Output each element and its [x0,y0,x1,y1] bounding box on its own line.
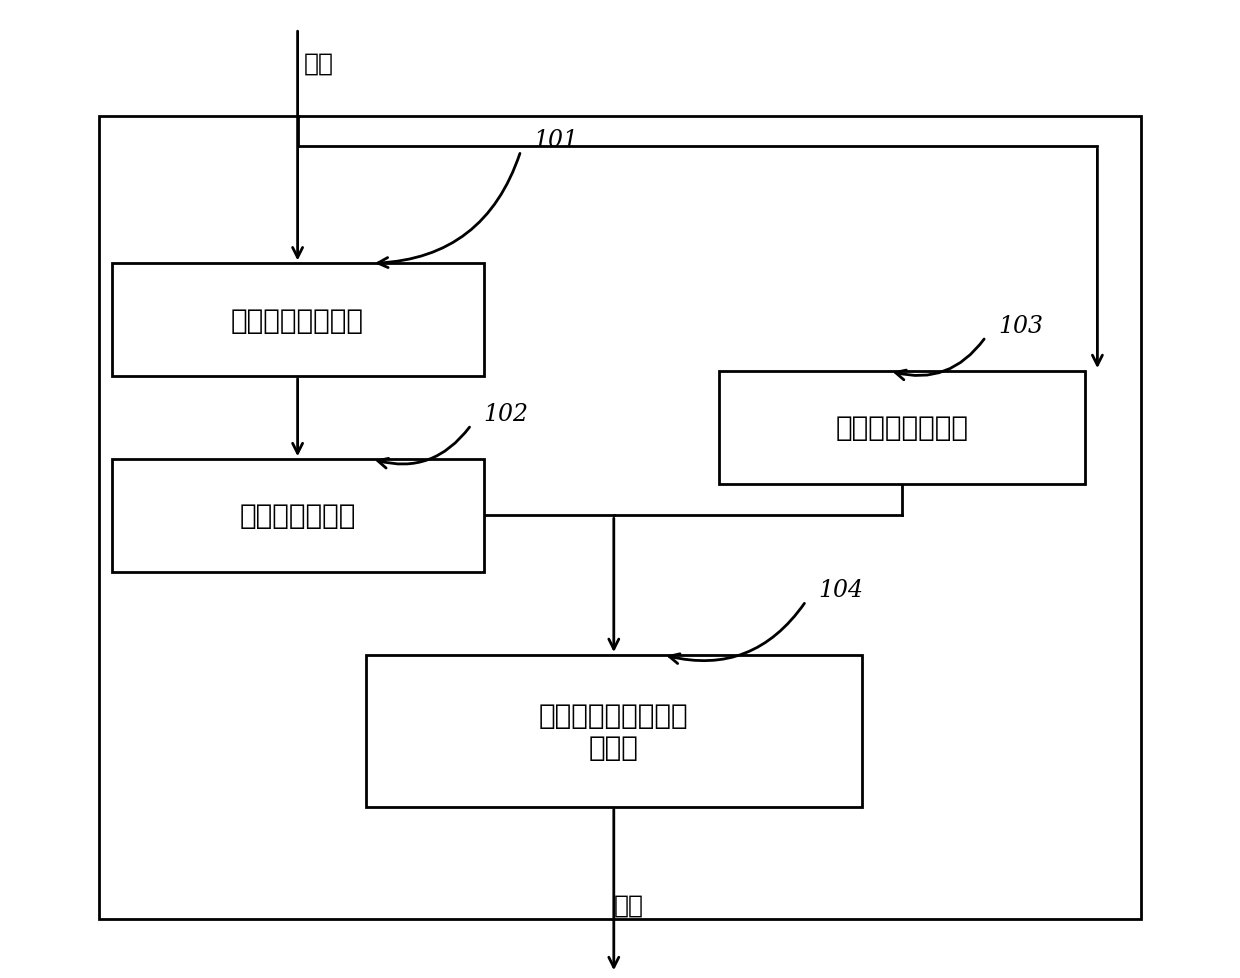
FancyBboxPatch shape [112,264,484,377]
Text: 注意力机制与特征融
合模块: 注意力机制与特征融 合模块 [539,701,688,761]
FancyBboxPatch shape [99,117,1141,919]
Text: 101: 101 [533,129,578,152]
Text: 104: 104 [818,579,863,601]
Text: 103: 103 [998,315,1043,337]
Text: 102: 102 [484,403,528,425]
Text: 输入: 输入 [304,52,334,75]
FancyBboxPatch shape [719,372,1085,484]
FancyBboxPatch shape [366,655,862,807]
FancyBboxPatch shape [112,460,484,572]
Text: 输出: 输出 [614,893,644,916]
Text: 特征检测网络模块: 特征检测网络模块 [231,306,365,334]
Text: 细分类网络模块: 细分类网络模块 [239,502,356,530]
Text: 原图分类网络模块: 原图分类网络模块 [836,414,968,442]
